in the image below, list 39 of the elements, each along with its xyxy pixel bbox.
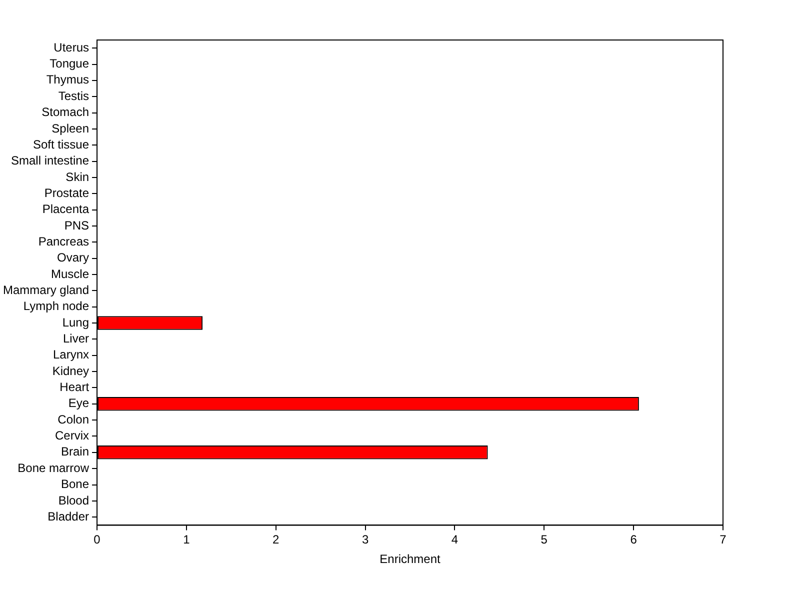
x-tick-label: 5 xyxy=(540,532,548,547)
y-tick-label: Mammary gland xyxy=(2,283,90,297)
y-tick-label: Larynx xyxy=(52,348,90,362)
x-tick-label: 4 xyxy=(451,532,458,547)
y-tick-label: Bone marrow xyxy=(18,460,90,475)
y-tick-label: Eye xyxy=(68,396,90,410)
y-tick-label: Spleen xyxy=(52,121,90,136)
x-tick-label: 2 xyxy=(272,532,280,547)
y-tick-label: Soft tissue xyxy=(32,137,90,152)
x-tick-label: 0 xyxy=(94,532,101,547)
y-tick-label: Cervix xyxy=(55,428,90,443)
x-axis-title: Enrichment xyxy=(380,552,442,566)
x-tick-label: 3 xyxy=(362,532,369,547)
y-tick-label: Uterus xyxy=(54,40,90,54)
x-tick-label: 1 xyxy=(183,532,190,547)
y-tick-label: Testis xyxy=(58,88,90,103)
y-tick-label: Muscle xyxy=(51,266,90,281)
x-tick-label: 7 xyxy=(720,532,727,547)
y-tick-label: Placenta xyxy=(42,202,90,216)
y-tick-label: Kidney xyxy=(52,364,90,378)
y-tick-label: Tongue xyxy=(50,56,90,71)
y-tick-label: Lung xyxy=(62,315,90,330)
y-tick-label: PNS xyxy=(64,218,90,232)
y-tick-label: Colon xyxy=(58,412,90,426)
x-tick-label: 6 xyxy=(630,532,638,547)
y-tick-label: Lymph node xyxy=(23,299,90,314)
y-tick-label: Small intestine xyxy=(10,154,90,168)
y-tick-label: Ovary xyxy=(57,250,90,265)
y-tick-label: Bladder xyxy=(48,509,90,524)
y-tick-label: Bone xyxy=(60,477,90,492)
y-tick-label: Brain xyxy=(61,444,90,459)
y-tick-label: Thymus xyxy=(46,72,90,87)
y-tick-label: Skin xyxy=(66,170,90,184)
y-tick-label: Pancreas xyxy=(38,234,90,248)
y-tick-label: Prostate xyxy=(44,186,90,200)
y-tick-label: Blood xyxy=(58,493,90,508)
y-tick-label: Heart xyxy=(60,380,90,394)
y-tick-label: Stomach xyxy=(42,105,90,120)
y-tick-label: Liver xyxy=(63,332,90,346)
